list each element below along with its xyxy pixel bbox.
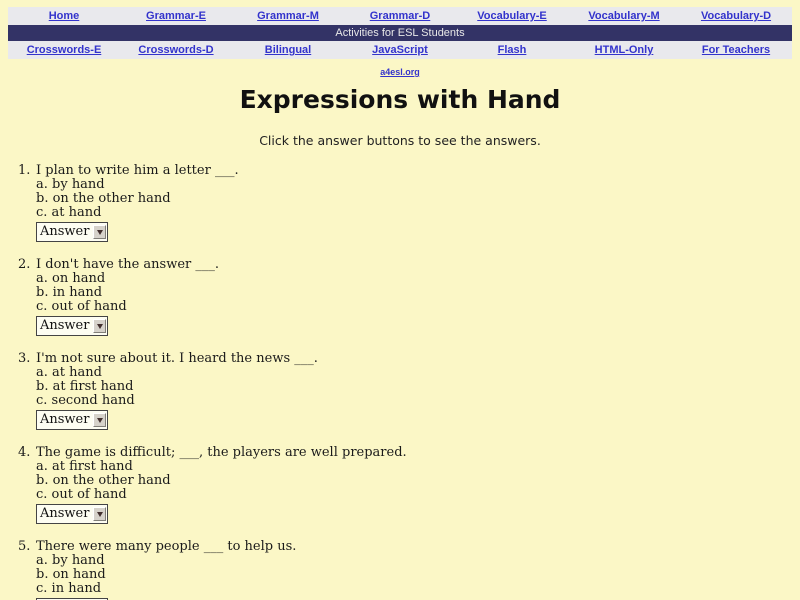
nav-link-vocabulary-e[interactable]: Vocabulary-E (477, 10, 547, 22)
option-b: b. at first hand (36, 379, 134, 394)
question-number: 3. (18, 351, 31, 366)
question-1: 1. I plan to write him a letter ___. a. … (18, 164, 800, 242)
nav-link-flash[interactable]: Flash (497, 44, 527, 56)
question-5: 5. There were many people ___ to help us… (18, 540, 800, 600)
site-banner: Activities for ESL Students (8, 25, 792, 41)
page-title: Expressions with Hand (239, 85, 561, 114)
dropdown-arrow-icon (93, 507, 106, 521)
option-c: c. in hand (36, 581, 102, 596)
option-a: a. at first hand (36, 459, 133, 474)
answer-select-label: Answer (40, 224, 90, 239)
question-text: The game is difficult; ___, the players … (36, 445, 407, 460)
nav-link-for-teachers[interactable]: For Teachers (701, 44, 771, 56)
option-a: a. on hand (36, 271, 106, 286)
question-number: 1. (18, 163, 31, 178)
option-b: b. on hand (36, 567, 106, 582)
answer-select-label: Answer (40, 506, 90, 521)
question-number: 5. (18, 539, 31, 554)
question-text: I plan to write him a letter ___. (36, 163, 239, 178)
esl-quiz-page: { "nav": { "top_links": ["Home", "Gramma… (0, 7, 800, 600)
answer-select-1[interactable]: Answer (36, 222, 108, 242)
nav-link-vocabulary-d[interactable]: Vocabulary-D (700, 10, 772, 22)
answer-select-label: Answer (40, 318, 90, 333)
question-text: I don't have the answer ___. (36, 257, 220, 272)
question-3: 3. I'm not sure about it. I heard the ne… (18, 352, 800, 430)
quiz-list: 1. I plan to write him a letter ___. a. … (18, 164, 800, 600)
dropdown-arrow-icon (93, 413, 106, 427)
nav-link-grammar-e[interactable]: Grammar-E (146, 10, 206, 22)
option-a: a. at hand (36, 365, 102, 380)
nav-link-vocabulary-m[interactable]: Vocabulary-M (588, 10, 660, 22)
option-c: c. second hand (36, 393, 135, 408)
dropdown-arrow-icon (93, 225, 106, 239)
nav-row-bottom: Crosswords-E Crosswords-D Bilingual Java… (8, 41, 792, 59)
nav-link-javascript[interactable]: JavaScript (372, 44, 428, 56)
question-number: 4. (18, 445, 31, 460)
question-text: There were many people ___ to help us. (36, 539, 297, 554)
option-b: b. in hand (36, 285, 103, 300)
instructions-text: Click the answer buttons to see the answ… (259, 133, 541, 148)
option-b: b. on the other hand (36, 473, 171, 488)
answer-select-5[interactable]: Answer (36, 598, 108, 600)
nav-link-grammar-m[interactable]: Grammar-M (257, 10, 319, 22)
question-number: 2. (18, 257, 31, 272)
nav-link-crosswords-d[interactable]: Crosswords-D (138, 44, 214, 56)
option-a: a. by hand (36, 553, 105, 568)
nav-link-grammar-d[interactable]: Grammar-D (369, 10, 431, 22)
answer-select-4[interactable]: Answer (36, 504, 108, 524)
site-link-a4esl[interactable]: a4esl.org (380, 67, 420, 77)
answer-select-label: Answer (40, 412, 90, 427)
option-a: a. by hand (36, 177, 105, 192)
answer-select-2[interactable]: Answer (36, 316, 108, 336)
option-c: c. out of hand (36, 299, 127, 314)
question-2: 2. I don't have the answer ___. a. on ha… (18, 258, 800, 336)
option-b: b. on the other hand (36, 191, 171, 206)
top-navigation: Home Grammar-E Grammar-M Grammar-D Vocab… (8, 7, 792, 59)
nav-link-bilingual[interactable]: Bilingual (264, 44, 312, 56)
answer-select-3[interactable]: Answer (36, 410, 108, 430)
nav-link-crosswords-e[interactable]: Crosswords-E (26, 44, 102, 56)
site-link-row: a4esl.org (0, 60, 800, 77)
question-4: 4. The game is difficult; ___, the playe… (18, 446, 800, 524)
nav-link-html-only[interactable]: HTML-Only (594, 44, 654, 56)
option-c: c. out of hand (36, 487, 127, 502)
nav-row-top: Home Grammar-E Grammar-M Grammar-D Vocab… (8, 7, 792, 25)
option-c: c. at hand (36, 205, 102, 220)
nav-link-home[interactable]: Home (48, 10, 80, 22)
question-text: I'm not sure about it. I heard the news … (36, 351, 318, 366)
dropdown-arrow-icon (93, 319, 106, 333)
